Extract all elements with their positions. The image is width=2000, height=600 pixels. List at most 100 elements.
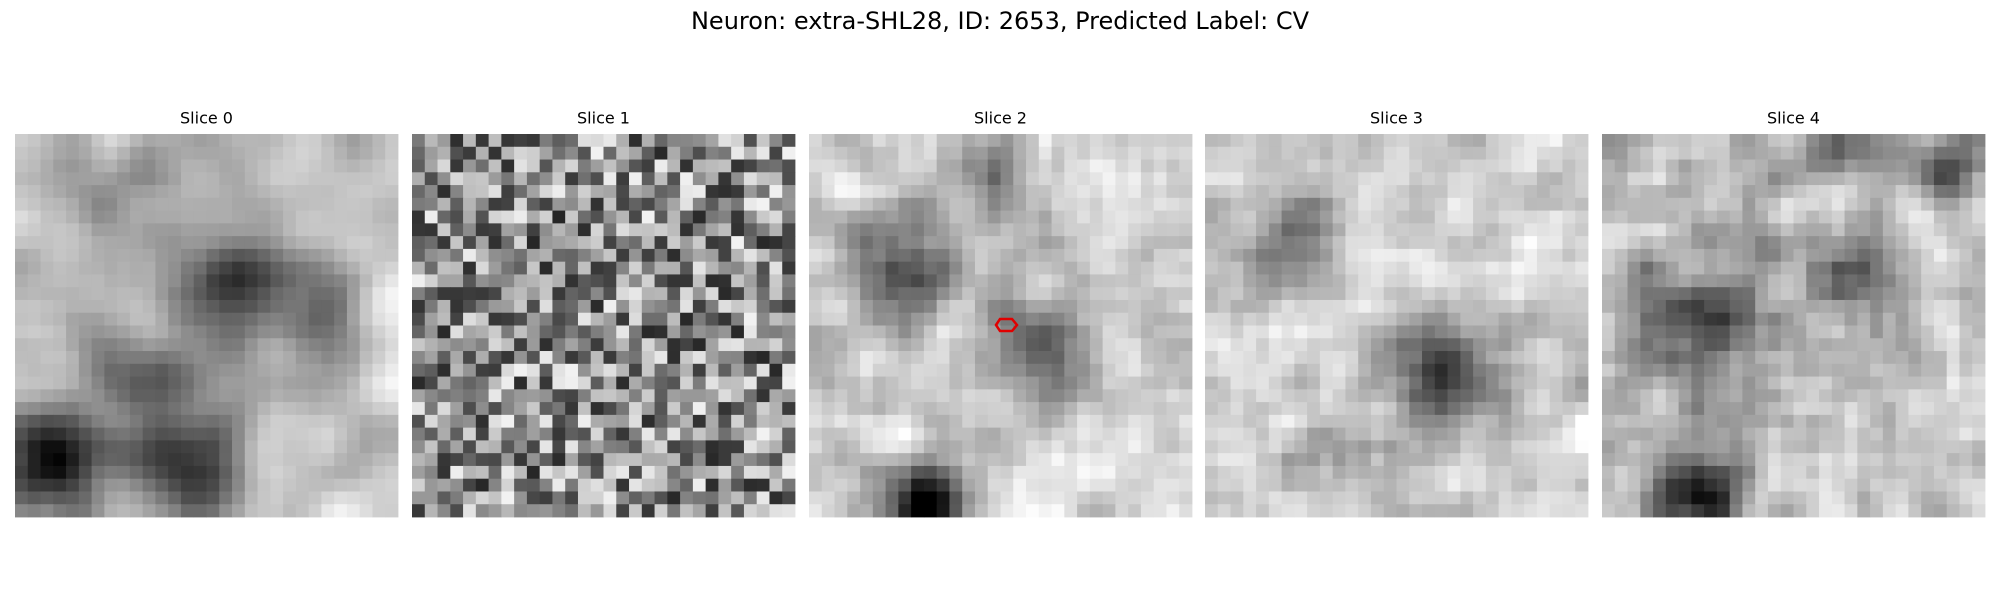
pixel bbox=[1895, 402, 1909, 416]
pixel bbox=[834, 440, 848, 454]
pixel bbox=[1959, 504, 1973, 518]
pixel bbox=[898, 146, 912, 160]
pixel bbox=[372, 414, 386, 429]
pixel bbox=[782, 172, 796, 186]
pixel bbox=[450, 312, 464, 326]
pixel bbox=[117, 427, 131, 441]
pixel bbox=[321, 287, 335, 301]
pixel bbox=[1831, 197, 1845, 211]
pixel bbox=[1230, 478, 1244, 492]
pixel bbox=[1498, 414, 1512, 429]
pixel bbox=[1064, 491, 1078, 505]
pixel bbox=[1819, 325, 1833, 339]
pixel bbox=[1243, 453, 1257, 467]
pixel bbox=[1409, 338, 1423, 352]
pixel bbox=[1562, 453, 1576, 467]
pixel bbox=[1319, 389, 1334, 403]
pixel bbox=[654, 376, 668, 390]
pixel bbox=[412, 299, 426, 314]
pixel bbox=[1140, 274, 1155, 288]
pixel bbox=[911, 363, 925, 377]
pixel bbox=[539, 414, 553, 429]
pixel bbox=[1908, 338, 1922, 352]
pixel bbox=[1000, 504, 1014, 518]
pixel bbox=[526, 351, 541, 365]
pixel bbox=[117, 351, 131, 365]
pixel bbox=[1946, 248, 1960, 263]
pixel bbox=[1026, 478, 1040, 492]
pixel bbox=[1217, 210, 1231, 224]
pixel bbox=[1038, 453, 1052, 467]
pixel bbox=[1908, 236, 1922, 250]
pixel bbox=[1640, 338, 1654, 352]
pixel bbox=[539, 453, 553, 467]
pixel bbox=[1038, 427, 1052, 441]
pixel bbox=[1895, 134, 1909, 148]
pixel bbox=[1358, 427, 1372, 441]
pixel bbox=[168, 261, 182, 275]
pixel bbox=[641, 363, 655, 377]
pixel bbox=[987, 440, 1001, 454]
pixel bbox=[117, 134, 131, 148]
pixel bbox=[1370, 210, 1385, 224]
pixel bbox=[488, 491, 502, 505]
pixel bbox=[743, 274, 758, 288]
pixel bbox=[577, 389, 592, 403]
pixel bbox=[232, 363, 246, 377]
pixel bbox=[1064, 312, 1078, 326]
pixel bbox=[1383, 172, 1397, 186]
panel-title: Slice 1 bbox=[577, 109, 630, 128]
pixel bbox=[1536, 210, 1551, 224]
pixel bbox=[1653, 440, 1667, 454]
pixel bbox=[1536, 453, 1551, 467]
pixel bbox=[372, 134, 386, 148]
pixel bbox=[629, 261, 643, 275]
pixel bbox=[1243, 159, 1257, 173]
pixel bbox=[834, 465, 848, 480]
pixel bbox=[860, 376, 874, 390]
pixel bbox=[27, 427, 41, 441]
pixel bbox=[424, 414, 438, 429]
pixel bbox=[885, 236, 899, 250]
pixel bbox=[1627, 223, 1641, 237]
pixel bbox=[1102, 172, 1116, 186]
pixel bbox=[1051, 248, 1065, 263]
pixel bbox=[641, 402, 655, 416]
pixel bbox=[949, 236, 963, 250]
pixel bbox=[501, 299, 515, 314]
pixel bbox=[1653, 274, 1667, 288]
pixel bbox=[142, 134, 156, 148]
pixel bbox=[104, 338, 118, 352]
pixel bbox=[705, 389, 719, 403]
pixel bbox=[450, 478, 464, 492]
pixel bbox=[539, 312, 553, 326]
pixel bbox=[756, 478, 770, 492]
pixel bbox=[1780, 274, 1794, 288]
pixel bbox=[206, 236, 220, 250]
pixel bbox=[206, 134, 220, 148]
pixel bbox=[577, 134, 592, 148]
pixel bbox=[1473, 427, 1487, 441]
pixel bbox=[244, 134, 258, 148]
pixel bbox=[603, 465, 617, 480]
pixel bbox=[1179, 325, 1193, 339]
pixel bbox=[1716, 236, 1731, 250]
pixel bbox=[1716, 376, 1731, 390]
pixel bbox=[1307, 351, 1321, 365]
pixel bbox=[283, 453, 297, 467]
pixel bbox=[412, 261, 426, 275]
pixel bbox=[603, 376, 617, 390]
pixel bbox=[1077, 376, 1091, 390]
pixel bbox=[1294, 197, 1308, 211]
pixel bbox=[1653, 338, 1667, 352]
pixel bbox=[769, 504, 783, 518]
pixel bbox=[1524, 351, 1538, 365]
pixel bbox=[1716, 363, 1731, 377]
pixel bbox=[1179, 261, 1193, 275]
pixel bbox=[1716, 159, 1731, 173]
pixel bbox=[1549, 274, 1563, 288]
pixel bbox=[463, 287, 477, 301]
pixel bbox=[731, 376, 745, 390]
pixel bbox=[705, 440, 719, 454]
pixel bbox=[501, 223, 515, 237]
